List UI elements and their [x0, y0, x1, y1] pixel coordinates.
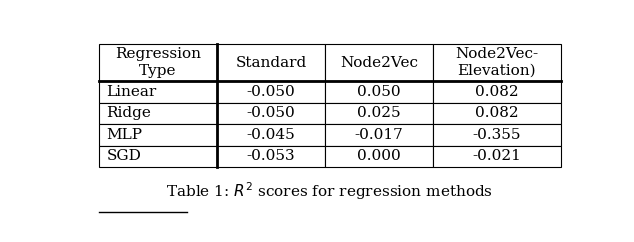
Text: -0.053: -0.053	[247, 149, 295, 163]
Text: SGD: SGD	[107, 149, 141, 163]
FancyBboxPatch shape	[433, 81, 561, 103]
FancyBboxPatch shape	[99, 103, 217, 124]
Text: Node2Vec-
Elevation): Node2Vec- Elevation)	[455, 47, 538, 78]
FancyBboxPatch shape	[217, 81, 325, 103]
Text: -0.021: -0.021	[472, 149, 521, 163]
Text: Standard: Standard	[235, 56, 306, 70]
FancyBboxPatch shape	[99, 81, 217, 103]
Text: Table 1: $R^2$ scores for regression methods: Table 1: $R^2$ scores for regression met…	[166, 180, 493, 202]
FancyBboxPatch shape	[99, 145, 217, 167]
Text: 0.050: 0.050	[357, 85, 401, 99]
Text: 0.082: 0.082	[475, 106, 519, 120]
FancyBboxPatch shape	[325, 81, 433, 103]
Text: Regression
Type: Regression Type	[115, 47, 201, 78]
FancyBboxPatch shape	[433, 103, 561, 124]
Text: -0.017: -0.017	[354, 128, 403, 142]
FancyBboxPatch shape	[325, 44, 433, 81]
FancyBboxPatch shape	[99, 124, 217, 145]
Text: 0.000: 0.000	[357, 149, 401, 163]
FancyBboxPatch shape	[433, 145, 561, 167]
FancyBboxPatch shape	[433, 44, 561, 81]
FancyBboxPatch shape	[217, 44, 325, 81]
FancyBboxPatch shape	[433, 124, 561, 145]
Text: Node2Vec: Node2Vec	[340, 56, 418, 70]
Text: -0.045: -0.045	[247, 128, 295, 142]
FancyBboxPatch shape	[217, 145, 325, 167]
Text: -0.050: -0.050	[247, 106, 295, 120]
Text: MLP: MLP	[107, 128, 142, 142]
FancyBboxPatch shape	[217, 124, 325, 145]
Text: Ridge: Ridge	[107, 106, 151, 120]
Text: Linear: Linear	[107, 85, 157, 99]
Text: 0.082: 0.082	[475, 85, 519, 99]
FancyBboxPatch shape	[325, 103, 433, 124]
FancyBboxPatch shape	[99, 44, 217, 81]
FancyBboxPatch shape	[325, 124, 433, 145]
Text: 0.025: 0.025	[357, 106, 401, 120]
Text: -0.050: -0.050	[247, 85, 295, 99]
FancyBboxPatch shape	[325, 145, 433, 167]
FancyBboxPatch shape	[217, 103, 325, 124]
Text: -0.355: -0.355	[473, 128, 521, 142]
